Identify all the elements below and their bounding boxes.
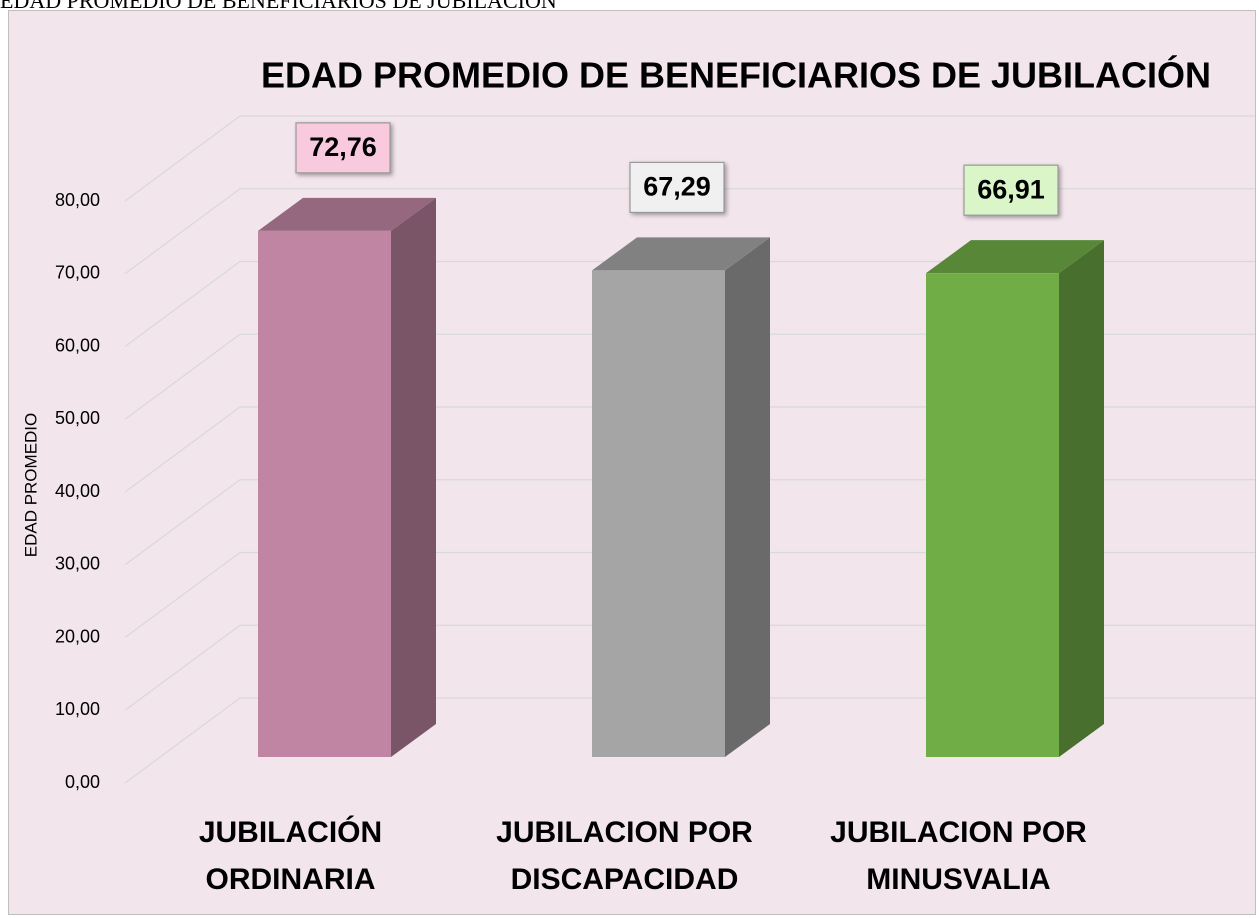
- bar: [926, 273, 1059, 757]
- y-tick-label: 20,00: [55, 626, 100, 646]
- y-tick-label: 80,00: [55, 190, 100, 210]
- x-tick-label: JUBILACION POR DISCAPACIDAD: [496, 816, 753, 896]
- chart-title: EDAD PROMEDIO DE BENEFICIARIOS DE JUBILA…: [261, 54, 1211, 96]
- value-label: 72,76: [309, 132, 377, 162]
- bar-top: [258, 197, 436, 231]
- bar-side: [725, 237, 770, 758]
- bar-top: [592, 237, 770, 271]
- grid-line: [124, 624, 1255, 711]
- grid-line: [124, 115, 1255, 202]
- grid-line: [124, 697, 1255, 784]
- caption: EDAD PROMEDIO DE BENEFICIARIOS DE JUBILA…: [0, 0, 557, 13]
- value-label: 66,91: [977, 174, 1045, 204]
- grid-line: [124, 188, 1255, 275]
- bar-top: [926, 240, 1104, 274]
- y-tick-label: 0,00: [65, 772, 100, 792]
- bar-side: [391, 197, 436, 757]
- y-tick-label: 70,00: [55, 263, 100, 283]
- grid-line: [124, 479, 1255, 566]
- value-label-box: [963, 164, 1059, 216]
- x-tick-label: JUBILACION POR MINUSVALIA: [830, 816, 1087, 896]
- grid-line: [124, 406, 1255, 493]
- y-tick-label: 30,00: [55, 554, 100, 574]
- x-tick-label: JUBILACIÓN ORDINARIA: [198, 816, 383, 896]
- bar-side: [1059, 240, 1104, 758]
- grid-line: [124, 333, 1255, 420]
- y-tick-label: 10,00: [55, 699, 100, 719]
- grid-line: [124, 551, 1255, 639]
- value-label: 67,29: [643, 172, 711, 202]
- y-tick-label: 50,00: [55, 408, 100, 428]
- value-label-box: [629, 161, 725, 214]
- y-tick-label: 40,00: [55, 481, 100, 501]
- bar: [592, 270, 725, 757]
- value-label-box: [295, 122, 391, 174]
- y-tick-label: 60,00: [55, 335, 100, 355]
- grid-line: [124, 260, 1255, 348]
- bar: [258, 230, 391, 757]
- y-axis-label: EDAD PROMEDIO: [21, 413, 40, 558]
